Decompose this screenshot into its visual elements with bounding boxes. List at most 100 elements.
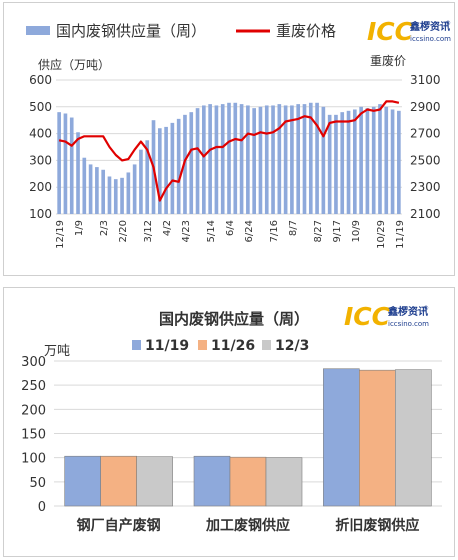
supply-bar — [252, 108, 256, 214]
supply-bar — [264, 105, 269, 214]
y-left-tick-labels: 100 200 300 400 500 600 — [29, 73, 52, 221]
legend-swatch — [262, 340, 271, 350]
x-tick-label: 8/7 — [288, 220, 299, 236]
supply-bar — [95, 167, 99, 214]
x-tick-label: 9/17 — [332, 220, 343, 242]
supply-bar — [176, 118, 181, 214]
icc-logo-2: ICC 鑫椤资讯 ® iccsino.com — [344, 302, 429, 331]
supply-bar — [101, 169, 106, 214]
legend: 11/19 11/26 12/3 — [132, 338, 309, 354]
supply-bar — [145, 140, 150, 214]
y-right-tick-labels: 2100 2300 2500 2700 2900 3100 — [410, 73, 441, 221]
supply-bar — [290, 105, 294, 214]
supply-bar — [164, 126, 168, 214]
logo-name: 鑫椤资讯 — [387, 305, 428, 318]
chart-title: 国内废钢供应量（周） — [159, 310, 309, 328]
supply-bar — [69, 117, 74, 214]
supply-bar — [283, 105, 288, 214]
supply-bar — [107, 176, 112, 214]
supply-bar — [308, 102, 313, 214]
y-tick-label: 300 — [21, 355, 46, 370]
y-left-axis-title: 供应（万吨） — [38, 57, 110, 72]
supply-bar — [233, 102, 238, 214]
supply-bar — [302, 104, 307, 214]
supply-bar — [57, 112, 61, 214]
supply-bar — [371, 106, 376, 214]
legend-bar-swatch — [26, 26, 50, 35]
y-right-tick-label: 2500 — [410, 153, 441, 167]
x-tick-label: 2/3 — [99, 220, 110, 236]
category-label: 折旧废钢供应 — [335, 517, 419, 534]
supply-bar — [63, 113, 68, 214]
supply-bar — [246, 105, 250, 214]
supply-bar — [384, 106, 389, 214]
bar-11-26 — [359, 369, 396, 507]
supply-bar — [120, 177, 124, 214]
top-chart-panel: 国内废钢供应量（周） 重废价格 ICC 鑫椤资讯 ® iccsino.com 供… — [3, 2, 455, 276]
supply-bar — [296, 104, 301, 214]
supply-bar — [359, 106, 363, 214]
bars — [64, 368, 432, 507]
icc-logo: ICC 鑫椤资讯 ® iccsino.com — [367, 17, 451, 46]
legend-line-label: 重废价格 — [276, 22, 336, 40]
price-line — [58, 100, 400, 202]
bar-11-26 — [100, 455, 137, 507]
logo-mark: ICC — [367, 17, 414, 46]
y-right-tick-label: 2300 — [410, 180, 441, 194]
x-tick-label: 7/16 — [269, 220, 280, 242]
logo-registered: ® — [445, 20, 451, 27]
y-right-axis-title: 重废价 — [370, 53, 406, 68]
y-left-tick-label: 300 — [29, 153, 52, 167]
bottom-chart-panel: 国内废钢供应量（周） ICC 鑫椤资讯 ® iccsino.com 万吨 11/… — [3, 287, 455, 557]
logo-name: 鑫椤资讯 — [409, 20, 450, 33]
supply-bar — [208, 104, 212, 214]
supply-bar — [113, 179, 118, 214]
supply-bar — [126, 172, 131, 214]
combo-chart: 国内废钢供应量（周） 重废价格 ICC 鑫椤资讯 ® iccsino.com 供… — [26, 17, 451, 249]
x-tick-labels: 12/19 1/9 2/3 2/20 3/12 4/2 4/23 5/14 6/4 6/24 7/1… — [55, 220, 406, 249]
y-left-tick-label: 200 — [29, 180, 52, 194]
supply-bar — [340, 112, 345, 214]
y-tick-label: 250 — [21, 379, 46, 394]
x-tick-label: 8/27 — [313, 220, 324, 242]
supply-bar — [346, 110, 351, 214]
x-tick-label: 12/19 — [55, 220, 66, 249]
bar-11-19 — [193, 455, 231, 507]
x-tick-label: 5/14 — [206, 220, 217, 242]
supply-bars — [57, 102, 401, 214]
y-right-tick-label: 3100 — [410, 73, 441, 87]
bar-11-19 — [64, 455, 101, 507]
y-tick-label: 150 — [21, 428, 46, 443]
x-tick-label: 4/2 — [162, 220, 173, 236]
y-right-tick-label: 2900 — [410, 100, 441, 114]
x-tick-label: 2/20 — [118, 220, 129, 242]
supply-bar — [157, 128, 162, 214]
legend-bar-label: 国内废钢供应量（周） — [56, 22, 206, 40]
supply-bar — [132, 164, 137, 214]
y-axis-title: 万吨 — [44, 344, 70, 359]
bar-11-26 — [229, 456, 267, 507]
bar-11-19 — [323, 368, 360, 507]
supply-bar — [76, 132, 80, 214]
legend-label: 12/3 — [275, 338, 309, 354]
legend-label: 11/19 — [145, 338, 189, 354]
bar-12-3 — [265, 457, 303, 507]
x-tick-label: 4/23 — [181, 220, 192, 242]
supply-bar — [214, 105, 219, 214]
supply-bar — [321, 106, 326, 214]
bar-12-3 — [136, 456, 173, 507]
x-tick-label: 11/19 — [395, 220, 406, 249]
x-tick-label: 10/9 — [351, 220, 362, 242]
supply-bar — [277, 104, 282, 214]
supply-bar — [82, 157, 87, 214]
supply-bar — [195, 108, 200, 214]
logo-mark: ICC — [344, 302, 391, 331]
logo-registered: ® — [423, 305, 429, 312]
legend-swatch — [132, 340, 141, 350]
supply-bar — [227, 102, 231, 214]
supply-bar — [258, 106, 263, 214]
legend-swatch — [198, 340, 207, 350]
y-right-tick-label: 2700 — [410, 127, 441, 141]
bar-chart: 国内废钢供应量（周） ICC 鑫椤资讯 ® iccsino.com 万吨 11/… — [21, 302, 442, 534]
x-tick-label: 3/12 — [143, 220, 154, 242]
